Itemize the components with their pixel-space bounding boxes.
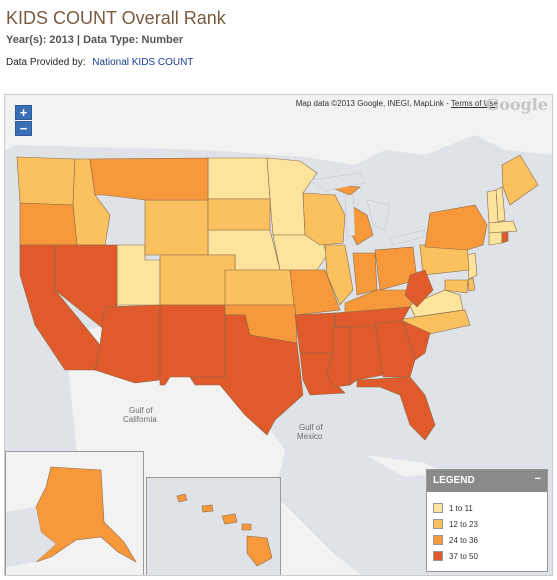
state-massachusetts [488,220,518,234]
state-new-jersey [466,252,478,280]
state-kansas [224,269,296,306]
state-washington [16,156,76,206]
state-hawaii-5 [246,535,273,567]
gulf-california-label-2: California [123,415,157,424]
alaska-water-left [6,507,56,567]
legend-item: 24 to 36 [433,532,547,548]
legend-item: 12 to 23 [433,516,547,532]
legend-swatch [433,535,443,545]
state-florida [356,376,436,441]
state-texas [189,314,304,436]
map-canvas[interactable]: Gulf of California Gulf of Mexico + − Ma… [4,94,553,576]
state-west-virginia [404,269,434,308]
legend-label: 12 to 23 [449,519,478,529]
legend-swatch [433,519,443,529]
state-rhode-island [501,231,509,244]
zoom-in-button[interactable]: + [15,105,32,120]
state-georgia [374,320,416,378]
state-hawaii-4 [241,523,252,531]
terms-of-use-link[interactable]: Terms of Use [450,99,498,108]
state-south-dakota [207,198,271,231]
state-montana [89,157,209,201]
attribution-text: Map data ©2013 Google, INEGI, MapLink - [295,99,449,108]
page-title: KIDS COUNT Overall Rank [6,8,226,28]
state-illinois [324,244,354,306]
legend-item: 37 to 50 [433,548,547,564]
legend-title: LEGEND [433,475,475,486]
legend-label: 37 to 50 [449,551,478,561]
lake-erie [389,229,426,246]
state-wisconsin [302,192,346,246]
state-indiana [352,252,378,296]
state-north-dakota [207,157,271,200]
state-delaware [467,277,476,292]
gulf-mexico-label-2: Mexico [297,432,323,441]
legend-header[interactable]: LEGEND − [427,470,547,492]
state-wyoming [144,199,209,256]
provider-label: Data Provided by: [6,57,86,68]
legend-label: 24 to 36 [449,535,478,545]
gulf-california-label-1: Gulf of [129,406,153,415]
legend-panel: LEGEND − 1 to 11 12 to 23 24 to 36 37 to… [426,469,548,572]
state-oregon [19,202,78,246]
state-hawaii-3 [221,513,238,525]
zoom-controls: + − [15,105,32,136]
state-arkansas [294,312,336,354]
hawaii-inset [146,477,281,575]
lake-superior [309,172,366,192]
state-south-carolina [402,320,431,361]
provider-link[interactable]: National KIDS COUNT [92,57,194,68]
gulf-mexico-label-1: Gulf of [299,423,323,432]
legend-swatch [433,551,443,561]
legend-swatch [433,503,443,513]
lake-michigan [344,194,356,238]
state-alaska [35,466,137,563]
alaska-inset [5,451,144,575]
state-hawaii-2 [201,504,214,513]
cuba-land [365,455,445,477]
state-connecticut [488,231,503,246]
legend-collapse-icon[interactable]: − [534,473,541,485]
canada-land [5,95,552,165]
state-new-york [424,204,488,251]
legend-item: 1 to 11 [433,500,547,516]
map-attribution: Map data ©2013 Google, INEGI, MapLink - … [296,99,498,108]
state-colorado [159,254,236,306]
state-hawaii-1 [176,493,188,503]
lake-huron [366,199,391,231]
state-missouri [289,269,341,316]
state-vermont [486,189,499,224]
google-logo: Google [485,95,548,114]
state-new-mexico [159,304,226,386]
state-maine [501,154,539,206]
state-virginia [409,289,464,318]
zoom-out-button[interactable]: − [15,121,32,136]
legend-label: 1 to 11 [449,503,473,513]
state-arizona [94,304,161,384]
data-provider: Data Provided by: National KIDS COUNT [6,57,193,68]
page-subtitle: Year(s): 2013 | Data Type: Number [6,34,184,46]
state-maryland [444,279,469,294]
